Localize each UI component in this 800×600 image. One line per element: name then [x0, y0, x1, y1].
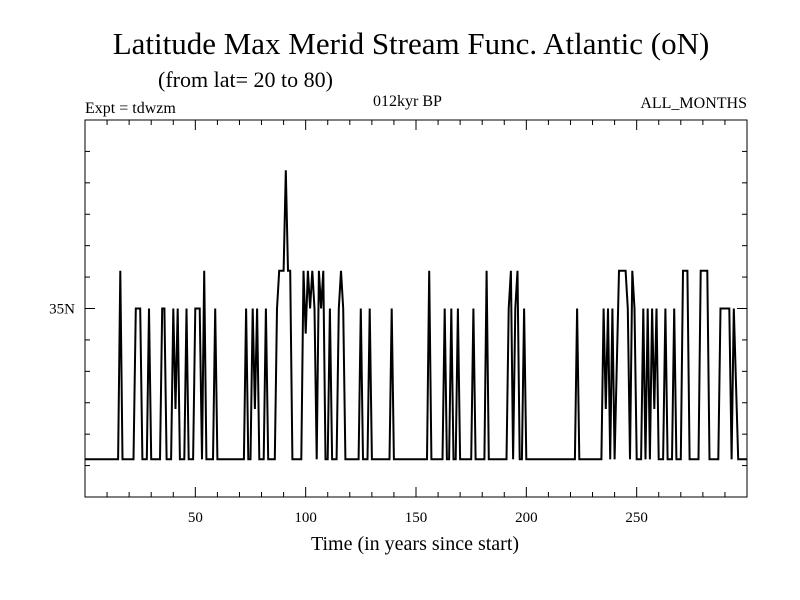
period-label: 012kyr BP [373, 93, 442, 110]
x-tick-label: 50 [188, 510, 203, 526]
x-tick-label: 100 [294, 510, 317, 526]
x-tick-label: 150 [405, 510, 428, 526]
chart-title: Latitude Max Merid Stream Func. Atlantic… [112, 26, 710, 61]
x-axis-label: Time (in years since start) [310, 533, 520, 555]
experiment-label: Expt = tdwzm [85, 100, 176, 117]
series-line [85, 170, 747, 461]
tick-labels: 50 100 150 200 250 35N [49, 302, 648, 527]
chart-subtitle: (from lat= 20 to 80) [158, 67, 333, 92]
tick-marks [85, 120, 747, 497]
y-tick-label: 35N [49, 302, 75, 318]
x-tick-label: 250 [625, 510, 648, 526]
months-label: ALL_MONTHS [640, 95, 747, 112]
x-tick-label: 200 [515, 510, 538, 526]
